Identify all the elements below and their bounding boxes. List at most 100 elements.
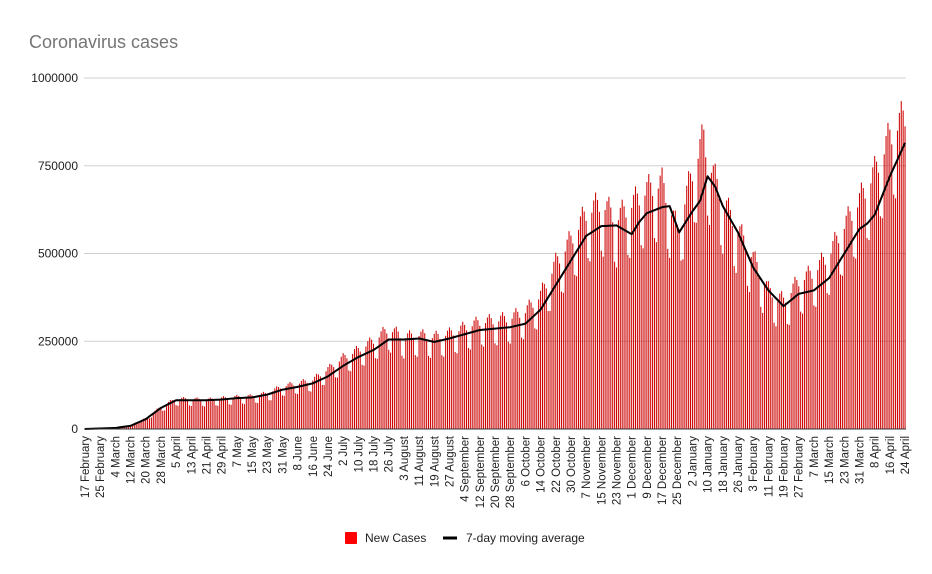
bar: [249, 394, 251, 429]
bar: [849, 211, 851, 429]
bar: [598, 211, 600, 429]
bar: [836, 235, 838, 429]
bar: [798, 286, 800, 429]
bar: [758, 275, 760, 429]
y-tick-label: 500000: [38, 247, 78, 261]
bar: [289, 381, 291, 429]
x-axis: 17 February 25 February 4 March 12 March 20 …: [80, 435, 912, 508]
bar: [650, 182, 652, 429]
bar: [431, 338, 433, 429]
x-tick-label: 22 October: [551, 436, 563, 493]
bar: [205, 400, 207, 429]
bar: [858, 193, 861, 429]
bar: [183, 396, 185, 429]
y-axis: 0 250000 500000 750000 1000000: [31, 71, 78, 436]
bar: [659, 175, 661, 429]
bar: [530, 302, 532, 429]
bar: [139, 421, 141, 429]
bar: [148, 418, 151, 429]
bar: [186, 400, 188, 429]
bar: [272, 391, 274, 429]
bar: [519, 317, 521, 429]
bar: [306, 382, 308, 429]
bar: [441, 355, 443, 429]
x-tick-label: 17 December: [657, 436, 669, 505]
bar: [143, 418, 145, 429]
bar: [188, 405, 190, 429]
x-tick-label: 7 March: [809, 436, 821, 478]
bar: [124, 426, 126, 429]
bar: [460, 325, 462, 429]
bar: [467, 347, 469, 429]
bar: [838, 243, 840, 429]
bar: [891, 144, 893, 430]
bar: [507, 341, 509, 429]
bar: [612, 222, 614, 429]
bar: [839, 274, 842, 429]
bar: [553, 261, 555, 429]
bar: [631, 207, 633, 429]
bar: [803, 280, 805, 429]
bar: [131, 424, 133, 429]
bar: [314, 376, 316, 429]
bar: [137, 423, 139, 429]
bar: [502, 312, 504, 429]
bar: [680, 260, 682, 429]
bar: [727, 197, 730, 429]
bar: [688, 171, 690, 430]
bar: [500, 315, 502, 429]
bar: [576, 276, 578, 429]
bar: [792, 283, 794, 429]
x-tick-label: 27 August: [444, 435, 456, 487]
bar: [568, 231, 570, 429]
bar: [843, 228, 845, 429]
bar: [600, 250, 602, 429]
bar: [448, 327, 450, 429]
bar: [828, 294, 830, 429]
bar: [775, 326, 777, 429]
bar: [219, 398, 221, 429]
bar: [579, 216, 581, 429]
x-tick-label: 23 November: [612, 436, 624, 505]
bar: [762, 312, 764, 429]
bar: [374, 358, 376, 429]
bar: [308, 390, 310, 429]
bar: [128, 425, 130, 429]
bar: [338, 361, 340, 429]
bar: [876, 161, 878, 430]
bar: [247, 395, 249, 429]
bar: [868, 240, 870, 429]
bar: [621, 199, 623, 429]
bar: [300, 380, 302, 429]
bar: [718, 198, 720, 429]
bar: [866, 238, 868, 429]
bar: [226, 398, 228, 429]
bar: [619, 207, 621, 429]
bar: [190, 406, 192, 429]
bar: [640, 245, 642, 429]
bar: [439, 338, 441, 429]
bar: [204, 406, 206, 429]
bar: [860, 182, 862, 429]
x-tick-label: 21 April: [201, 436, 213, 474]
bar: [898, 112, 900, 429]
x-tick-label: 28 March: [156, 436, 168, 484]
bar: [348, 370, 350, 429]
x-tick-label: 15 March: [824, 436, 836, 484]
bar: [367, 341, 369, 429]
bar: [236, 394, 238, 429]
bar: [471, 326, 473, 429]
bar: [638, 205, 640, 429]
bar: [209, 397, 211, 429]
bar: [805, 271, 807, 429]
bar: [784, 302, 786, 429]
bar: [513, 312, 515, 429]
bar: [862, 188, 864, 429]
bar: [595, 192, 597, 429]
bar: [559, 263, 561, 429]
bar: [490, 318, 492, 429]
bar: [192, 399, 194, 429]
bar: [652, 195, 654, 429]
bar: [737, 232, 739, 429]
bar: [160, 407, 162, 429]
